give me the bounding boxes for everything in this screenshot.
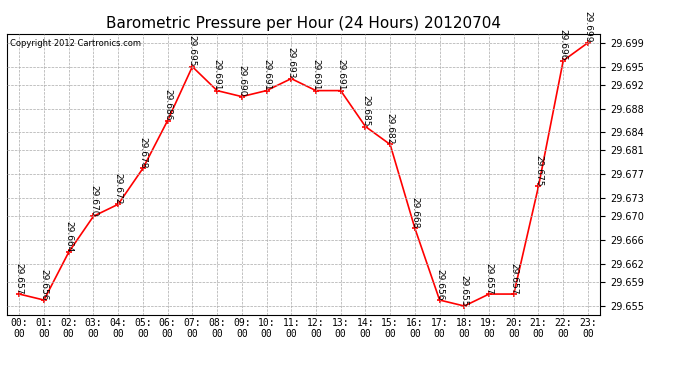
Text: 29.668: 29.668 — [411, 197, 420, 228]
Text: 29.670: 29.670 — [89, 185, 98, 216]
Text: 29.678: 29.678 — [139, 137, 148, 168]
Text: 29.657: 29.657 — [14, 262, 23, 294]
Text: 29.672: 29.672 — [114, 173, 123, 204]
Title: Barometric Pressure per Hour (24 Hours) 20120704: Barometric Pressure per Hour (24 Hours) … — [106, 16, 501, 31]
Text: 29.657: 29.657 — [484, 262, 493, 294]
Text: 29.699: 29.699 — [584, 11, 593, 43]
Text: 29.690: 29.690 — [237, 65, 246, 97]
Text: 29.691: 29.691 — [336, 59, 345, 91]
Text: 29.691: 29.691 — [262, 59, 271, 91]
Text: 29.682: 29.682 — [386, 113, 395, 144]
Text: Copyright 2012 Cartronics.com: Copyright 2012 Cartronics.com — [10, 39, 141, 48]
Text: 29.696: 29.696 — [559, 29, 568, 61]
Text: 29.664: 29.664 — [64, 221, 73, 252]
Text: 29.693: 29.693 — [287, 47, 296, 79]
Text: 29.685: 29.685 — [361, 95, 370, 126]
Text: 29.691: 29.691 — [311, 59, 320, 91]
Text: 29.656: 29.656 — [435, 268, 444, 300]
Text: 29.675: 29.675 — [534, 155, 543, 186]
Text: 29.656: 29.656 — [39, 268, 48, 300]
Text: 29.695: 29.695 — [188, 35, 197, 67]
Text: 29.686: 29.686 — [163, 89, 172, 120]
Text: 29.691: 29.691 — [213, 59, 221, 91]
Text: 29.657: 29.657 — [509, 262, 518, 294]
Text: 29.655: 29.655 — [460, 274, 469, 306]
